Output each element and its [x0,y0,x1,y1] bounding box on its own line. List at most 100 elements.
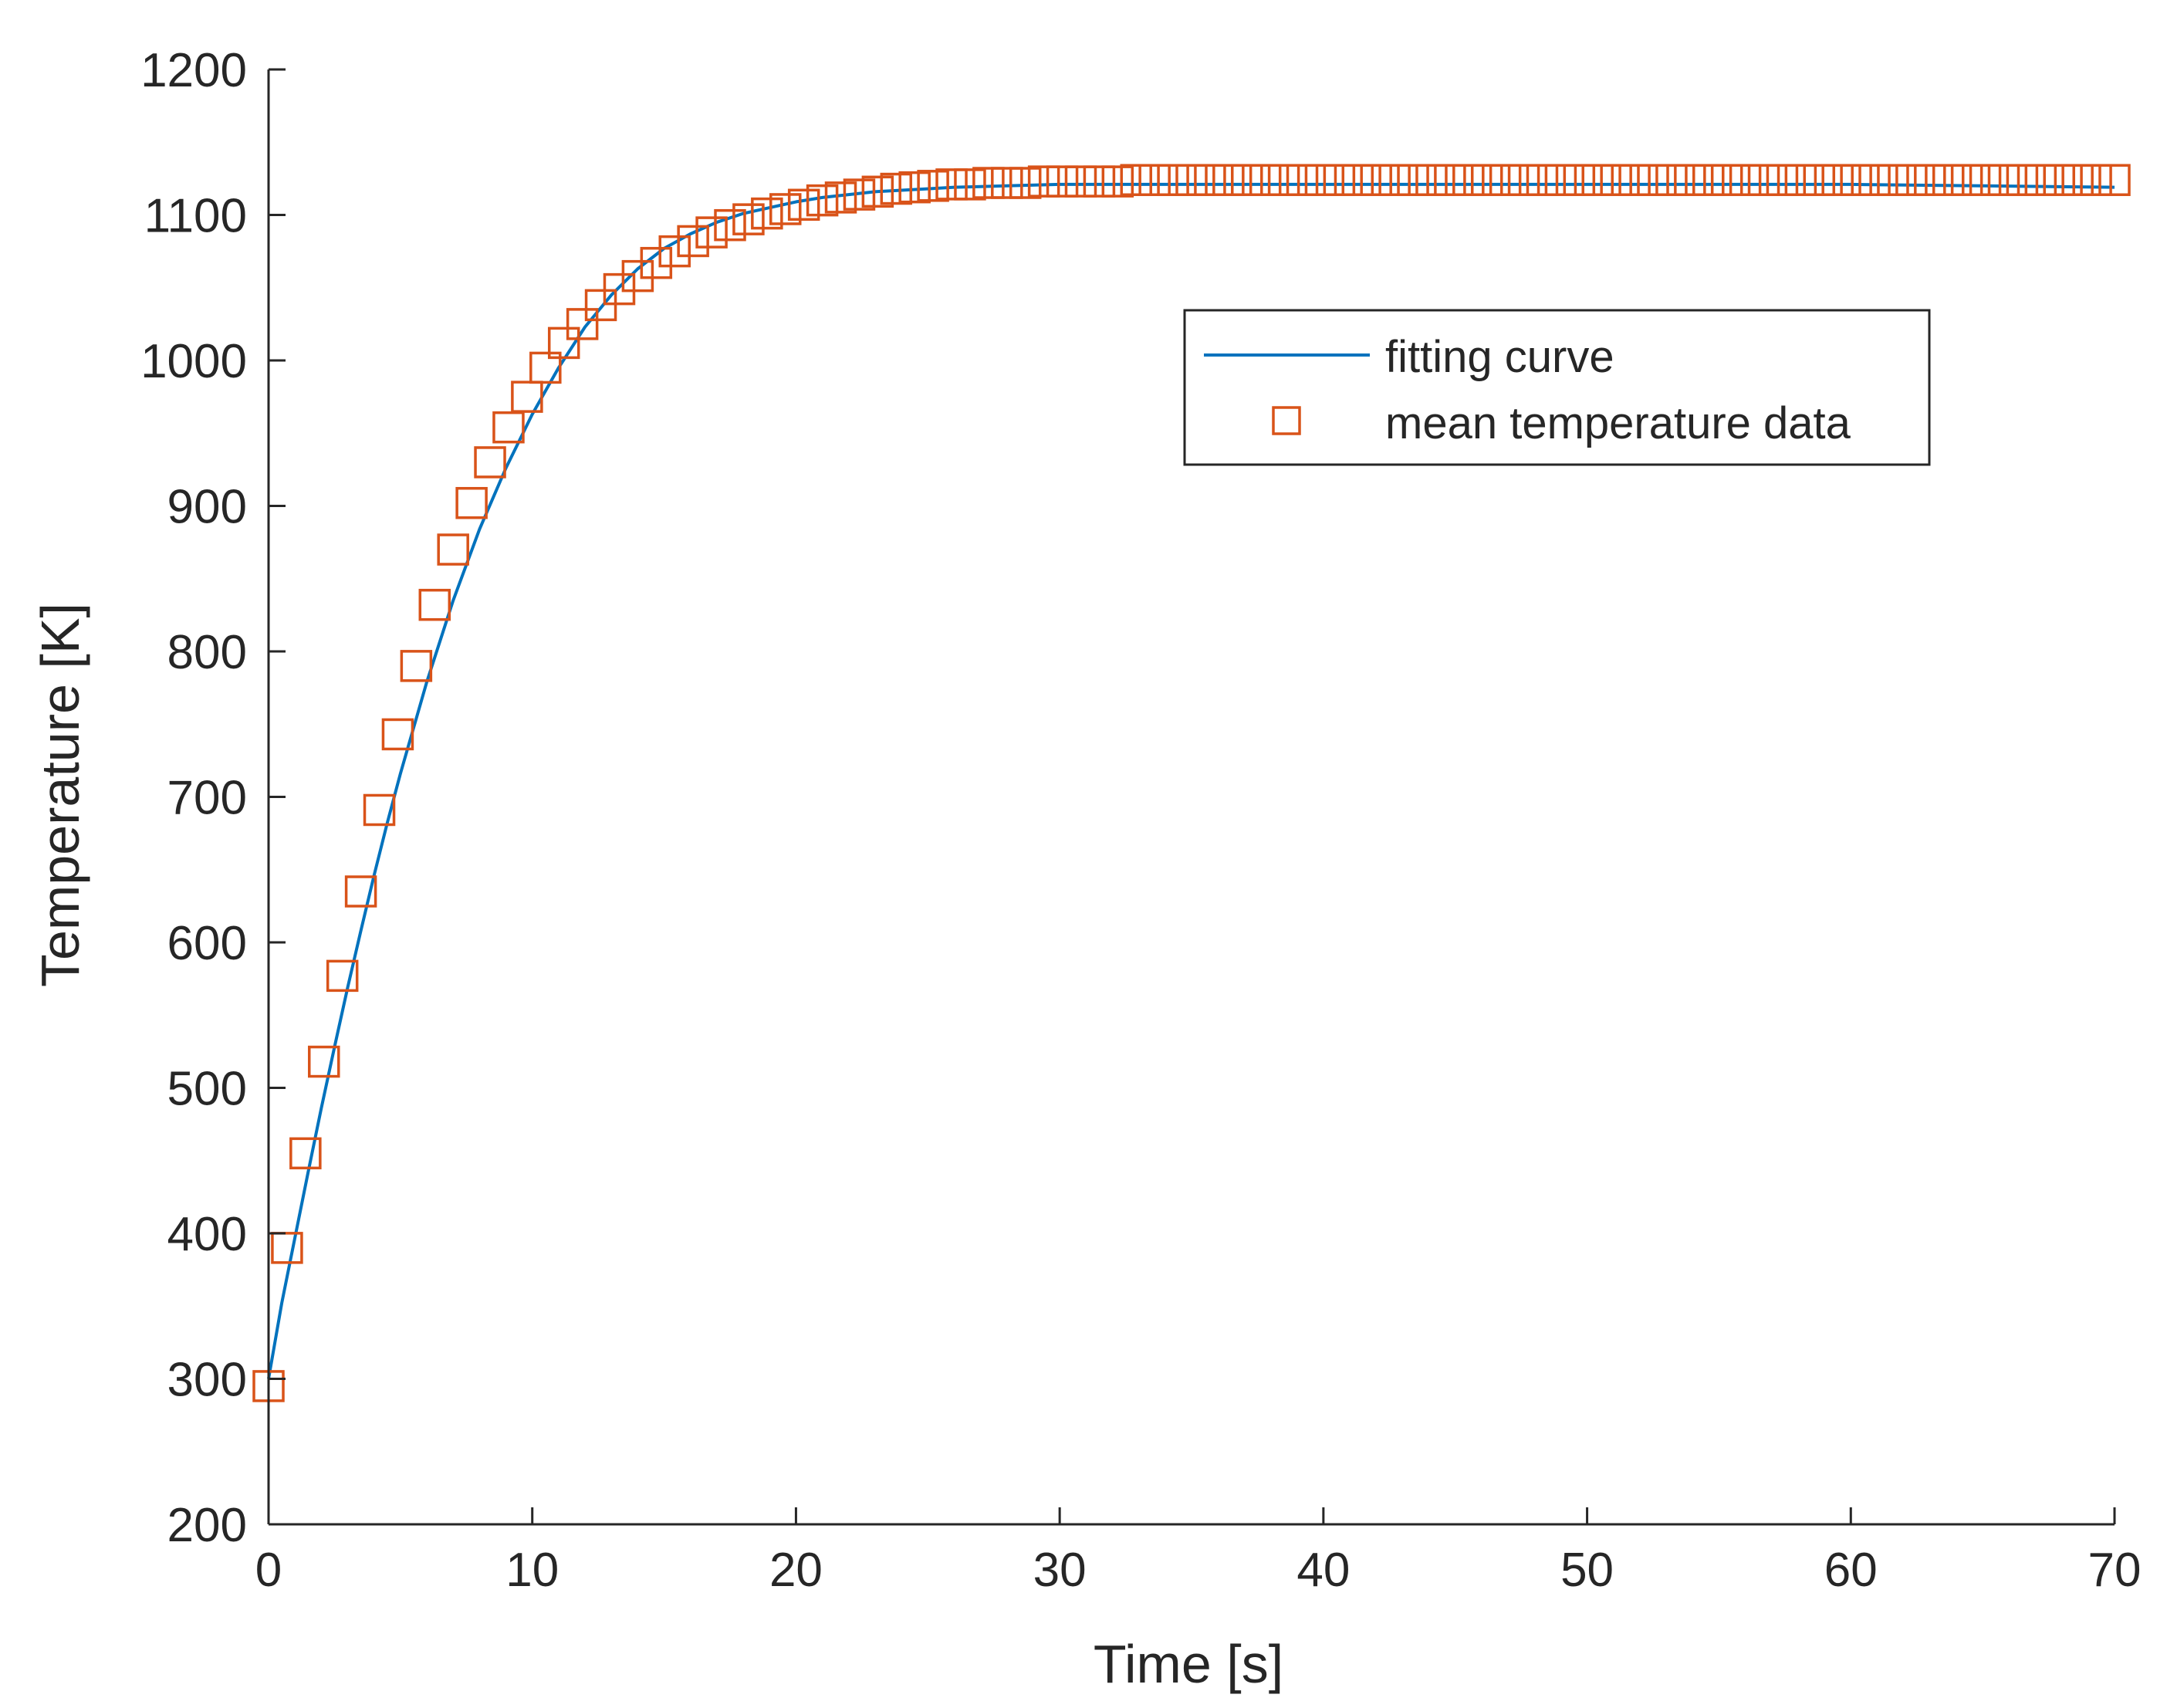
data-point-marker [972,167,1005,199]
data-point-marker [1655,164,1688,197]
x-tick-label: 10 [505,1544,559,1597]
data-point-marker [1618,164,1651,197]
y-tick-label: 1100 [144,190,247,243]
data-point-marker [917,170,949,202]
data-point-marker [603,272,636,306]
data-point-marker [714,208,746,242]
data-point-marker [1064,165,1097,198]
y-tick-label: 200 [167,1499,247,1552]
data-point-marker [1747,164,1780,197]
y-tick-label: 500 [167,1063,247,1116]
data-point-marker [1858,164,1891,197]
data-point-marker [1489,164,1522,197]
data-point-marker [1544,164,1577,197]
data-point-marker [695,216,728,249]
y-tick-label: 700 [167,772,247,825]
data-point-marker [935,168,968,201]
x-tick-label: 60 [1824,1544,1878,1597]
data-point-marker [1637,164,1669,197]
y-tick-label: 900 [167,481,247,534]
data-point-marker [308,1045,340,1078]
data-point-marker [1138,164,1171,197]
data-point-marker [1434,164,1466,197]
data-point-marker [1581,164,1614,197]
legend: fitting curve mean temperature data [1183,309,1931,466]
y-axis-label: Temperature [K] [30,603,90,987]
data-point-marker [271,1232,303,1264]
y-tick-label: 600 [167,917,247,970]
data-point-marker [640,246,673,279]
data-point-marker [1710,164,1743,197]
y-tick-label: 400 [167,1208,247,1261]
data-point-marker [1950,164,1983,197]
data-point-marker [2098,164,2131,197]
data-point-marker [400,650,433,682]
x-tick-label: 20 [769,1544,823,1597]
x-tick-label: 0 [255,1544,282,1597]
data-point-marker [1009,167,1042,199]
data-point-marker [1895,164,1928,197]
data-point-marker [1692,164,1725,197]
data-point-marker [621,259,654,293]
data-point-marker [1249,164,1282,197]
data-point-marker [344,875,377,908]
data-point-marker [1969,164,2002,197]
data-point-marker [1212,164,1245,197]
data-point-marker [787,188,820,222]
data-point-marker [511,380,543,413]
data-point-marker [455,486,488,519]
legend-box [1183,309,1931,466]
data-point-marker [547,326,580,360]
legend-label-fitting-curve: fitting curve [1385,332,1614,382]
data-point-marker [732,203,765,235]
data-point-marker [418,588,451,621]
axes: 0 10 20 30 40 50 60 70 200 300 400 500 600 700 800 900 1… [140,44,2141,1597]
data-point-marker [363,793,396,827]
data-point-marker [1821,164,1854,197]
y-tick-label: 300 [167,1354,247,1407]
data-point-marker [474,446,506,479]
data-point-marker [954,168,986,201]
data-point-marker [1415,164,1448,197]
y-tick-label: 1000 [140,335,247,388]
data-point-marker [1784,164,1817,197]
data-point-marker [1304,164,1337,197]
data-point-marker [566,308,599,340]
data-point-marker [1840,164,1872,197]
data-point-marker [1323,164,1356,197]
plot-area [252,164,2131,1402]
legend-marker-sample [1272,406,1301,435]
data-point-marker [1526,164,1559,197]
x-tick-label: 40 [1296,1544,1350,1597]
x-tick-label: 50 [1560,1544,1614,1597]
data-point-marker [991,167,1023,199]
data-point-marker [658,235,691,268]
data-point-marker [769,193,802,225]
data-point-marker [1175,164,1208,197]
data-point-marker [2080,164,2112,197]
data-point-marker [492,411,525,444]
data-point-marker [1452,164,1485,197]
x-tick-label: 70 [2088,1544,2142,1597]
data-point-marker [1397,164,1429,197]
data-point-marker [2006,164,2039,197]
data-point-marker [824,181,857,214]
data-point-marker [437,533,469,566]
data-point-marker [1600,164,1632,197]
fitting-curve-line [267,182,2115,1379]
data-point-marker [1267,164,1300,197]
data-point-marker [1932,164,1965,197]
data-point-marker [2024,164,2057,197]
data-point-marker [1507,164,1540,197]
data-point-marker [1987,164,2020,197]
y-tick-label: 800 [167,626,247,679]
data-point-marker [1231,164,1263,197]
data-point-marker [1563,164,1596,197]
data-point-marker [2043,164,2075,197]
data-point-marker [1914,164,1946,197]
data-point-marker [1360,164,1392,197]
data-point-marker [1286,164,1319,197]
data-point-marker [289,1137,322,1170]
